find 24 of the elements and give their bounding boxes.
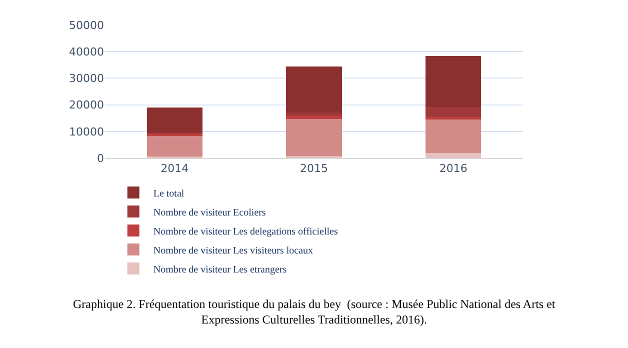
bar <box>286 118 342 156</box>
legend-label: Nombre de visiteur Les delegations officielles <box>153 226 338 238</box>
y-tick-label: 20000 <box>69 98 104 112</box>
bar <box>286 116 342 119</box>
y-tick-label: 10000 <box>69 125 104 138</box>
bar <box>425 152 482 158</box>
bar <box>146 107 203 133</box>
y-tick-label: 0 <box>97 152 104 165</box>
bar <box>146 135 203 157</box>
legend-label: Nombre de visiteur Les etrangers <box>153 264 287 276</box>
bar <box>425 119 482 153</box>
bar <box>425 56 482 108</box>
legend-label: Le total <box>153 188 184 200</box>
bar <box>425 107 482 118</box>
text: Graphique 2. Fréquentation touristique du palais du bey (source : Musée Public National des Arts et Expressions Culturelles Traditionnelles, 2016). <box>73 297 556 327</box>
y-tick-label: 40000 <box>69 45 104 58</box>
y-tick-label: 30000 <box>69 72 104 86</box>
legend-label: Nombre de visiteur Les visiteurs locaux <box>153 245 314 256</box>
legend-label: Nombre de visiteur Ecoliers <box>153 207 266 218</box>
bar <box>286 66 342 112</box>
x-tick-label: 2016 <box>439 162 468 176</box>
y-tick-label: 50000 <box>69 18 104 32</box>
x-tick-label: 2015 <box>300 162 328 176</box>
x-tick-label: 2014 <box>160 162 189 176</box>
